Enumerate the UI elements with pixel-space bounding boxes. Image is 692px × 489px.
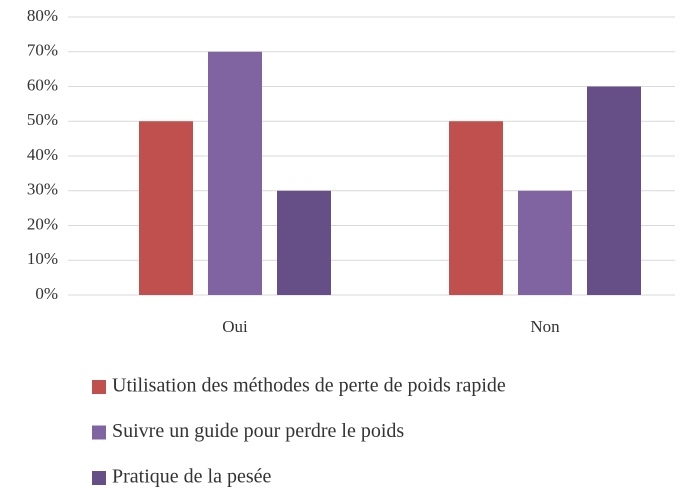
bar (449, 121, 503, 295)
bar (139, 121, 193, 295)
y-tick-label: 30% (27, 180, 58, 199)
y-tick-label: 80% (27, 6, 58, 25)
y-tick-label: 20% (27, 214, 58, 233)
y-tick-label: 70% (27, 41, 58, 60)
y-tick-label: 10% (27, 249, 58, 268)
legend-label: Utilisation des méthodes de perte de poi… (112, 375, 506, 397)
bar (587, 86, 641, 295)
y-tick-label: 60% (27, 75, 58, 94)
y-tick-label: 50% (27, 110, 58, 129)
bar (277, 190, 331, 295)
legend-swatch (92, 471, 106, 485)
legend-label: Suivre un guide pour perdre le poids (112, 420, 404, 442)
y-tick-label: 40% (27, 145, 58, 164)
x-tick-label: Oui (222, 317, 248, 336)
legend-label: Pratique de la pesée (112, 466, 271, 488)
bar (208, 51, 262, 295)
y-tick-label: 0% (35, 284, 58, 303)
legend-swatch (92, 380, 106, 394)
legend-swatch (92, 425, 106, 440)
bar (518, 190, 572, 295)
x-tick-label: Non (530, 317, 560, 336)
